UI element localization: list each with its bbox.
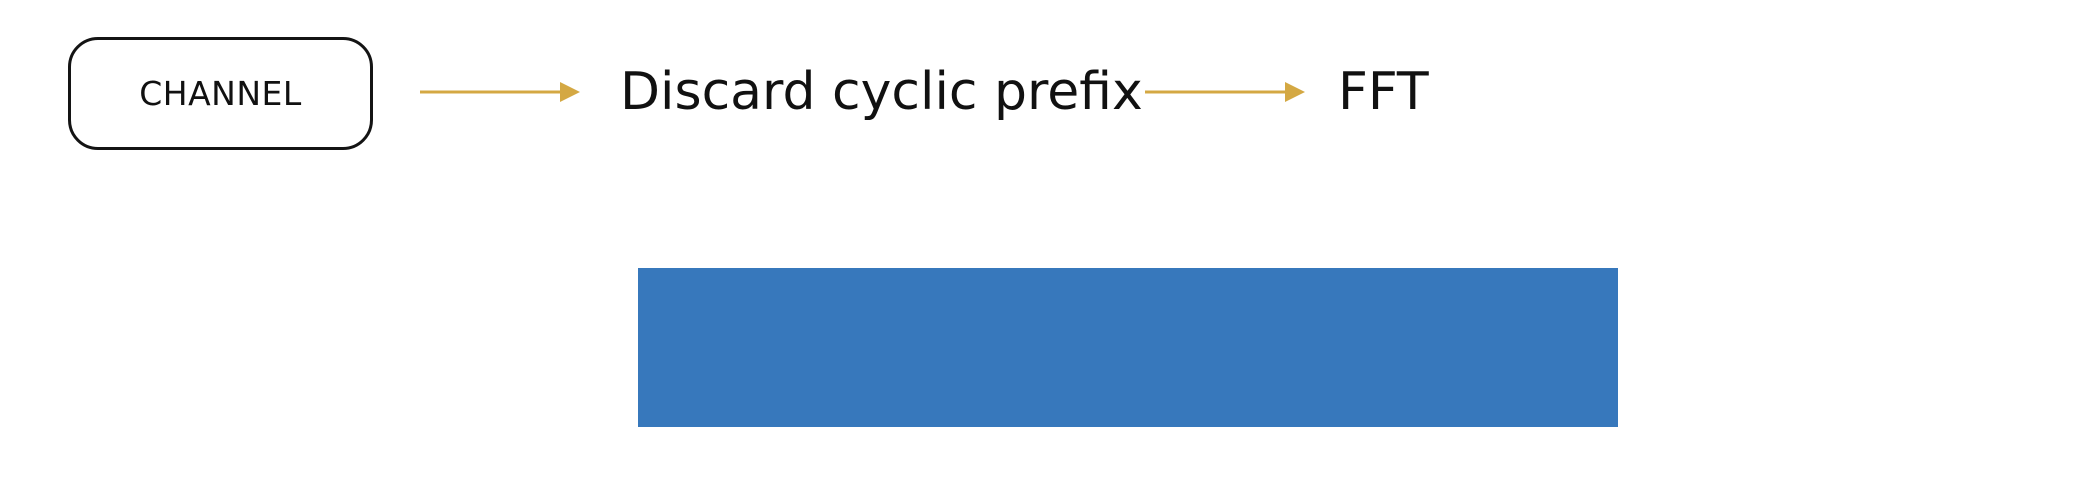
channel-label: CHANNEL (139, 74, 302, 113)
discard-cyclic-prefix-label: Discard cyclic prefix (620, 62, 1143, 122)
channel-box: CHANNEL (68, 37, 373, 150)
fft-label: FFT (1338, 62, 1429, 122)
arrow-right-icon (420, 82, 580, 102)
arrow-right-icon (1145, 82, 1305, 102)
signal-block (638, 268, 1618, 427)
